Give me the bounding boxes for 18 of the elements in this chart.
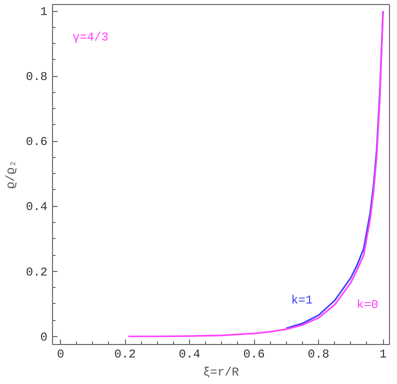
- y-tick-label: 0: [40, 330, 48, 344]
- y-tick-label: 0.2: [26, 265, 48, 280]
- y-tick-label: 0.4: [26, 200, 48, 214]
- annotation: γ=4/3: [72, 30, 109, 44]
- y-tick-label: 0.8: [26, 70, 48, 84]
- y-tick-label: 1: [40, 5, 48, 20]
- x-tick-label: 0.4: [178, 348, 200, 362]
- series-label: k=0: [356, 298, 378, 312]
- series-label: k=1: [291, 294, 313, 308]
- x-tick-label: 0.8: [308, 348, 330, 362]
- x-tick-label: 1: [379, 348, 387, 362]
- y-tick-label: 0.6: [26, 135, 48, 150]
- y-axis-title: ϱ/ϱ₂: [4, 160, 18, 189]
- x-tick-label: 0: [56, 348, 64, 362]
- x-axis-title: ξ=r/R: [202, 366, 240, 380]
- x-tick-label: 0.6: [243, 348, 265, 362]
- x-tick-label: 0.2: [114, 348, 136, 362]
- line-series: [127, 10, 384, 338]
